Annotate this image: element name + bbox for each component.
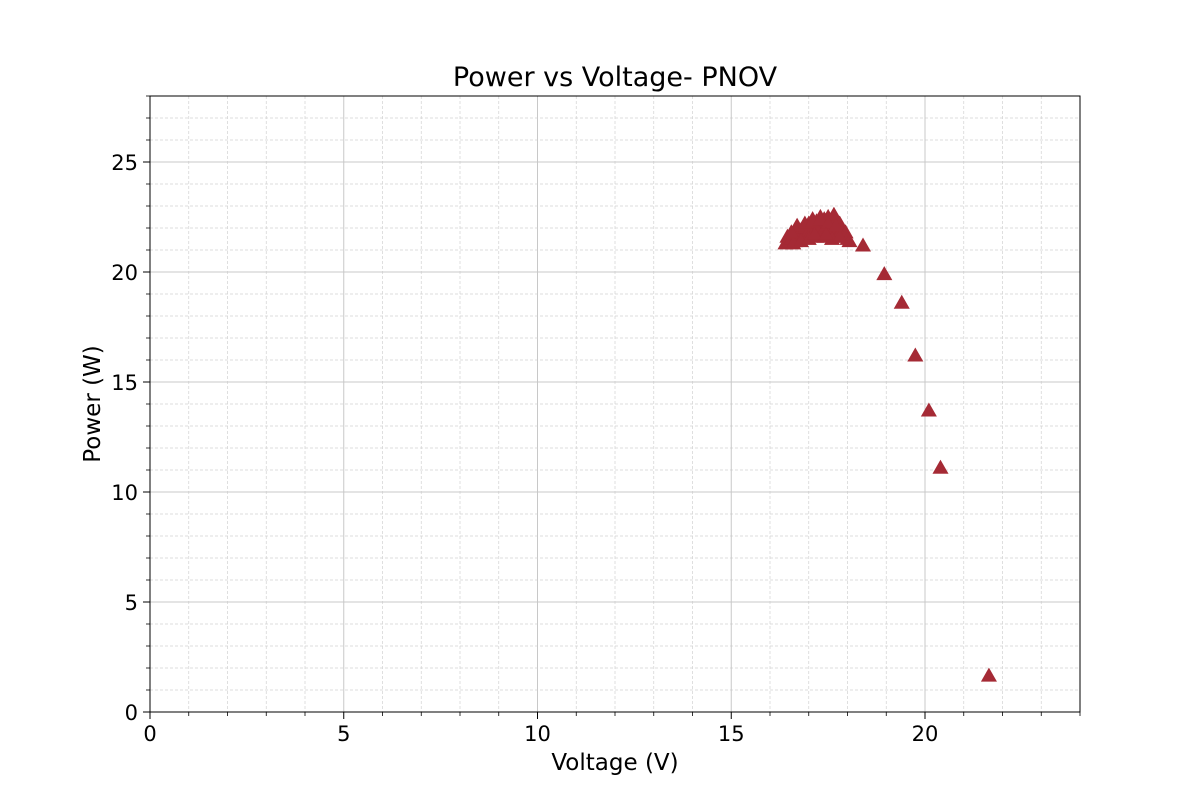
data-point: [818, 226, 835, 241]
grid-lines: [149, 95, 1081, 713]
data-point: [841, 233, 858, 248]
x-tick-label: 20: [912, 722, 939, 746]
data-point: [827, 217, 844, 232]
x-axis-label: Voltage (V): [551, 750, 678, 776]
y-tick-label: 20: [111, 261, 138, 285]
y-tick-label: 5: [125, 591, 138, 615]
y-tick-labels: 0 5 10 15 20 25: [111, 151, 138, 725]
data-point: [812, 211, 829, 226]
data-point: [854, 237, 872, 252]
axis-ticks: [143, 95, 1081, 719]
y-tick-label: 15: [111, 371, 138, 395]
x-tick-label: 0: [143, 722, 156, 746]
data-point: [831, 228, 848, 243]
data-point: [806, 226, 823, 241]
data-point: [980, 667, 997, 682]
data-points: [777, 206, 997, 682]
x-tick-label: 15: [718, 722, 745, 746]
data-point: [783, 224, 800, 239]
x-tick-labels: 0 5 10 15 20: [143, 722, 938, 746]
data-point: [920, 402, 937, 417]
y-axis-label: Power (W): [80, 345, 106, 463]
data-point: [907, 347, 924, 362]
data-point: [825, 206, 842, 221]
x-tick-label: 10: [524, 722, 551, 746]
y-tick-label: 10: [111, 481, 138, 505]
y-tick-label: 25: [111, 151, 138, 175]
x-tick-label: 5: [337, 722, 350, 746]
data-point: [876, 266, 893, 281]
y-tick-label: 0: [125, 701, 138, 725]
chart-title: Power vs Voltage- PNOV: [453, 62, 778, 93]
data-point: [893, 294, 910, 309]
data-point: [932, 459, 949, 474]
